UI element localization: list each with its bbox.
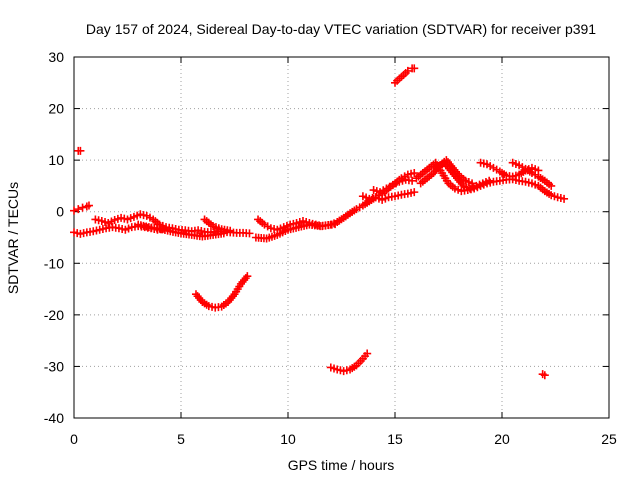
series-track-19 <box>538 370 549 380</box>
series-track-1 <box>70 201 93 215</box>
series-track-10 <box>412 158 569 203</box>
x-tick-label: 5 <box>177 431 185 447</box>
x-tick-label: 20 <box>494 431 510 447</box>
y-tick-label: 10 <box>48 152 64 168</box>
series-track-12 <box>433 158 494 193</box>
plot-frame <box>73 56 610 419</box>
series-track-16 <box>391 64 419 87</box>
series-track-14 <box>508 158 556 190</box>
chart-title: Day 157 of 2024, Sidereal Day-to-day VTE… <box>86 21 596 37</box>
series-track-4 <box>134 220 228 241</box>
y-tick-label: -40 <box>44 410 64 426</box>
y-tick-label: 30 <box>48 49 64 65</box>
series-track-8 <box>358 188 419 204</box>
x-tick-label: 0 <box>70 431 78 447</box>
series-track-9 <box>369 175 417 197</box>
series-track-5 <box>200 215 235 235</box>
y-tick-label: 20 <box>48 101 64 117</box>
x-tick-label: 10 <box>280 431 296 447</box>
x-tick-label: 15 <box>387 431 403 447</box>
series-track-18 <box>74 146 85 155</box>
y-tick-label: -20 <box>44 307 64 323</box>
y-axis-label: SDTVAR / TECUs <box>5 182 21 294</box>
series-track-15 <box>191 272 252 312</box>
axis-ticks: 0 5 10 15 20 25 -40 -30 -20 -10 0 10 20 30 <box>44 49 617 447</box>
x-tick-label: 25 <box>601 431 617 447</box>
series-track-7 <box>254 215 340 234</box>
x-axis-label: GPS time / hours <box>288 457 395 473</box>
series-track-2 <box>70 222 168 238</box>
series-track-17 <box>326 349 372 376</box>
y-tick-label: -30 <box>44 358 64 374</box>
data-points <box>70 64 569 380</box>
grid-lines <box>74 57 609 418</box>
y-tick-label: -10 <box>44 255 64 271</box>
y-tick-label: 0 <box>56 204 64 220</box>
